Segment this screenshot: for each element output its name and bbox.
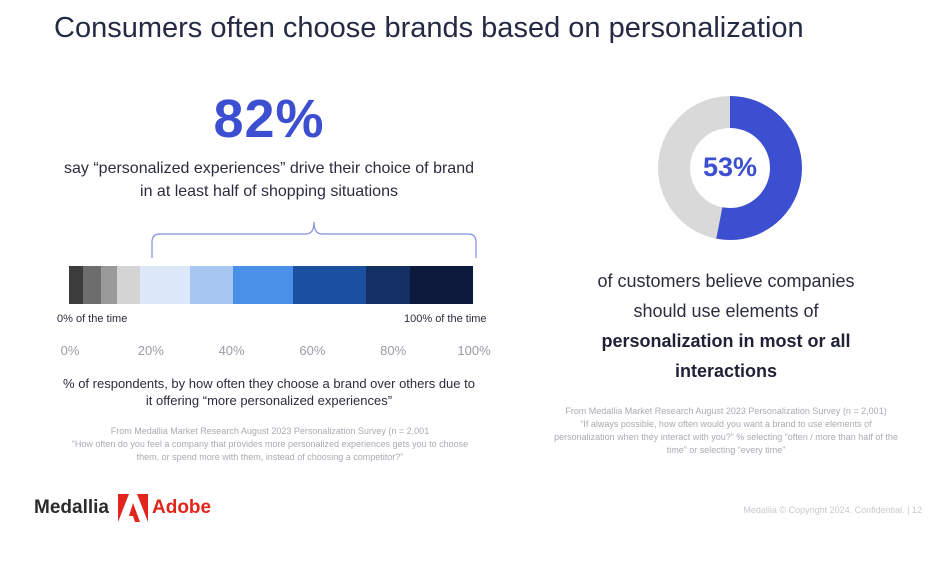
- right-desc-line2: should use elements of: [633, 301, 819, 321]
- stacked-bar: [69, 266, 473, 304]
- bar-segment-3: [101, 266, 118, 304]
- bar-segment-5: [139, 266, 191, 304]
- right-desc-line1: of customers believe companies: [597, 271, 855, 291]
- bar-segment-2: [83, 266, 102, 304]
- source-note-right-line2: “If always possible, how often would you…: [554, 419, 898, 455]
- slide-title: Consumers often choose brands based on p…: [54, 12, 804, 44]
- range-brace: [151, 221, 477, 258]
- source-note-right-line1: From Medallia Market Research August 202…: [565, 406, 887, 416]
- axis-caption: % of respondents, by how often they choo…: [63, 376, 475, 408]
- bar-segment-1: [69, 266, 84, 304]
- axis-tick-label: 80%: [380, 343, 407, 358]
- bar-segment-8: [293, 266, 366, 304]
- axis-tick-label: 20%: [137, 343, 164, 358]
- donut-value-label: 53%: [702, 152, 758, 182]
- bar-segment-4: [117, 266, 140, 304]
- donut-value-arc: [658, 96, 802, 240]
- axis-tick-label: 0%: [60, 343, 80, 358]
- adobe-logo-text: Adobe: [152, 497, 212, 518]
- stat-description: say “personalized experiences” drive the…: [64, 160, 474, 200]
- right-desc-bold2: interactions: [674, 361, 778, 381]
- donut-chart: [658, 96, 802, 240]
- adobe-logo-icon: [118, 494, 148, 522]
- source-note-right: From Medallia Market Research August 202…: [550, 405, 902, 457]
- bar-segment-10: [410, 266, 473, 304]
- footer-copyright: Medallia © Copyright 2024. Confidential.…: [743, 505, 922, 515]
- bar-segment-7: [232, 266, 294, 304]
- bar-segment-9: [365, 266, 411, 304]
- stat-82-percent: 82%: [213, 89, 325, 149]
- bar-end-label: 100% of the time: [404, 313, 487, 325]
- right-description: of customers believe companies should us…: [566, 266, 886, 386]
- medallia-logo: Medallia: [34, 497, 109, 518]
- right-desc-bold1: personalization in most or all: [601, 331, 851, 351]
- axis-tick-label: 100%: [457, 343, 491, 358]
- source-note-left: From Medallia Market Research August 202…: [60, 425, 480, 464]
- source-note-left-line1: From Medallia Market Research August 202…: [110, 426, 430, 436]
- axis-tick-label: 60%: [299, 343, 326, 358]
- source-note-left-line2: “How often do you feel a company that pr…: [71, 439, 469, 462]
- axis-tick-label: 40%: [218, 343, 245, 358]
- bar-start-label: 0% of the time: [57, 313, 128, 325]
- axis-ticks: 0% 20% 40% 60% 80% 100%: [56, 343, 496, 361]
- bar-segment-6: [190, 266, 233, 304]
